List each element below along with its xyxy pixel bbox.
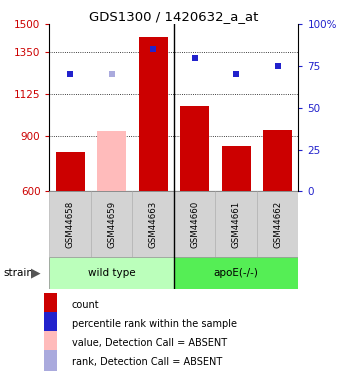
Bar [222, 146, 251, 191]
Bar [132, 191, 174, 257]
Bar [49, 191, 91, 257]
Text: ▶: ▶ [31, 266, 40, 279]
Bar [174, 257, 298, 289]
Bar [257, 191, 298, 257]
Bar [139, 38, 168, 191]
Title: GDS1300 / 1420632_a_at: GDS1300 / 1420632_a_at [89, 10, 258, 23]
Text: value, Detection Call = ABSENT: value, Detection Call = ABSENT [72, 338, 227, 348]
Text: GSM44661: GSM44661 [232, 200, 241, 248]
Bar [91, 191, 132, 257]
Text: GSM44663: GSM44663 [149, 200, 158, 248]
Text: wild type: wild type [88, 268, 135, 278]
Bar [44, 331, 57, 356]
Text: GSM44658: GSM44658 [66, 200, 75, 248]
Bar [97, 131, 126, 191]
Bar [180, 106, 209, 191]
Text: count: count [72, 300, 99, 310]
Text: rank, Detection Call = ABSENT: rank, Detection Call = ABSENT [72, 357, 222, 367]
Text: percentile rank within the sample: percentile rank within the sample [72, 319, 237, 329]
Bar [216, 191, 257, 257]
Text: apoE(-/-): apoE(-/-) [214, 268, 258, 278]
Text: GSM44659: GSM44659 [107, 201, 116, 248]
Bar [49, 257, 174, 289]
Bar [174, 191, 216, 257]
Bar [44, 312, 57, 337]
Text: GSM44662: GSM44662 [273, 200, 282, 248]
Bar [44, 293, 57, 318]
Bar [263, 130, 292, 191]
Bar [56, 152, 85, 191]
Bar [44, 350, 57, 375]
Text: strain: strain [3, 268, 33, 278]
Text: GSM44660: GSM44660 [190, 200, 199, 248]
